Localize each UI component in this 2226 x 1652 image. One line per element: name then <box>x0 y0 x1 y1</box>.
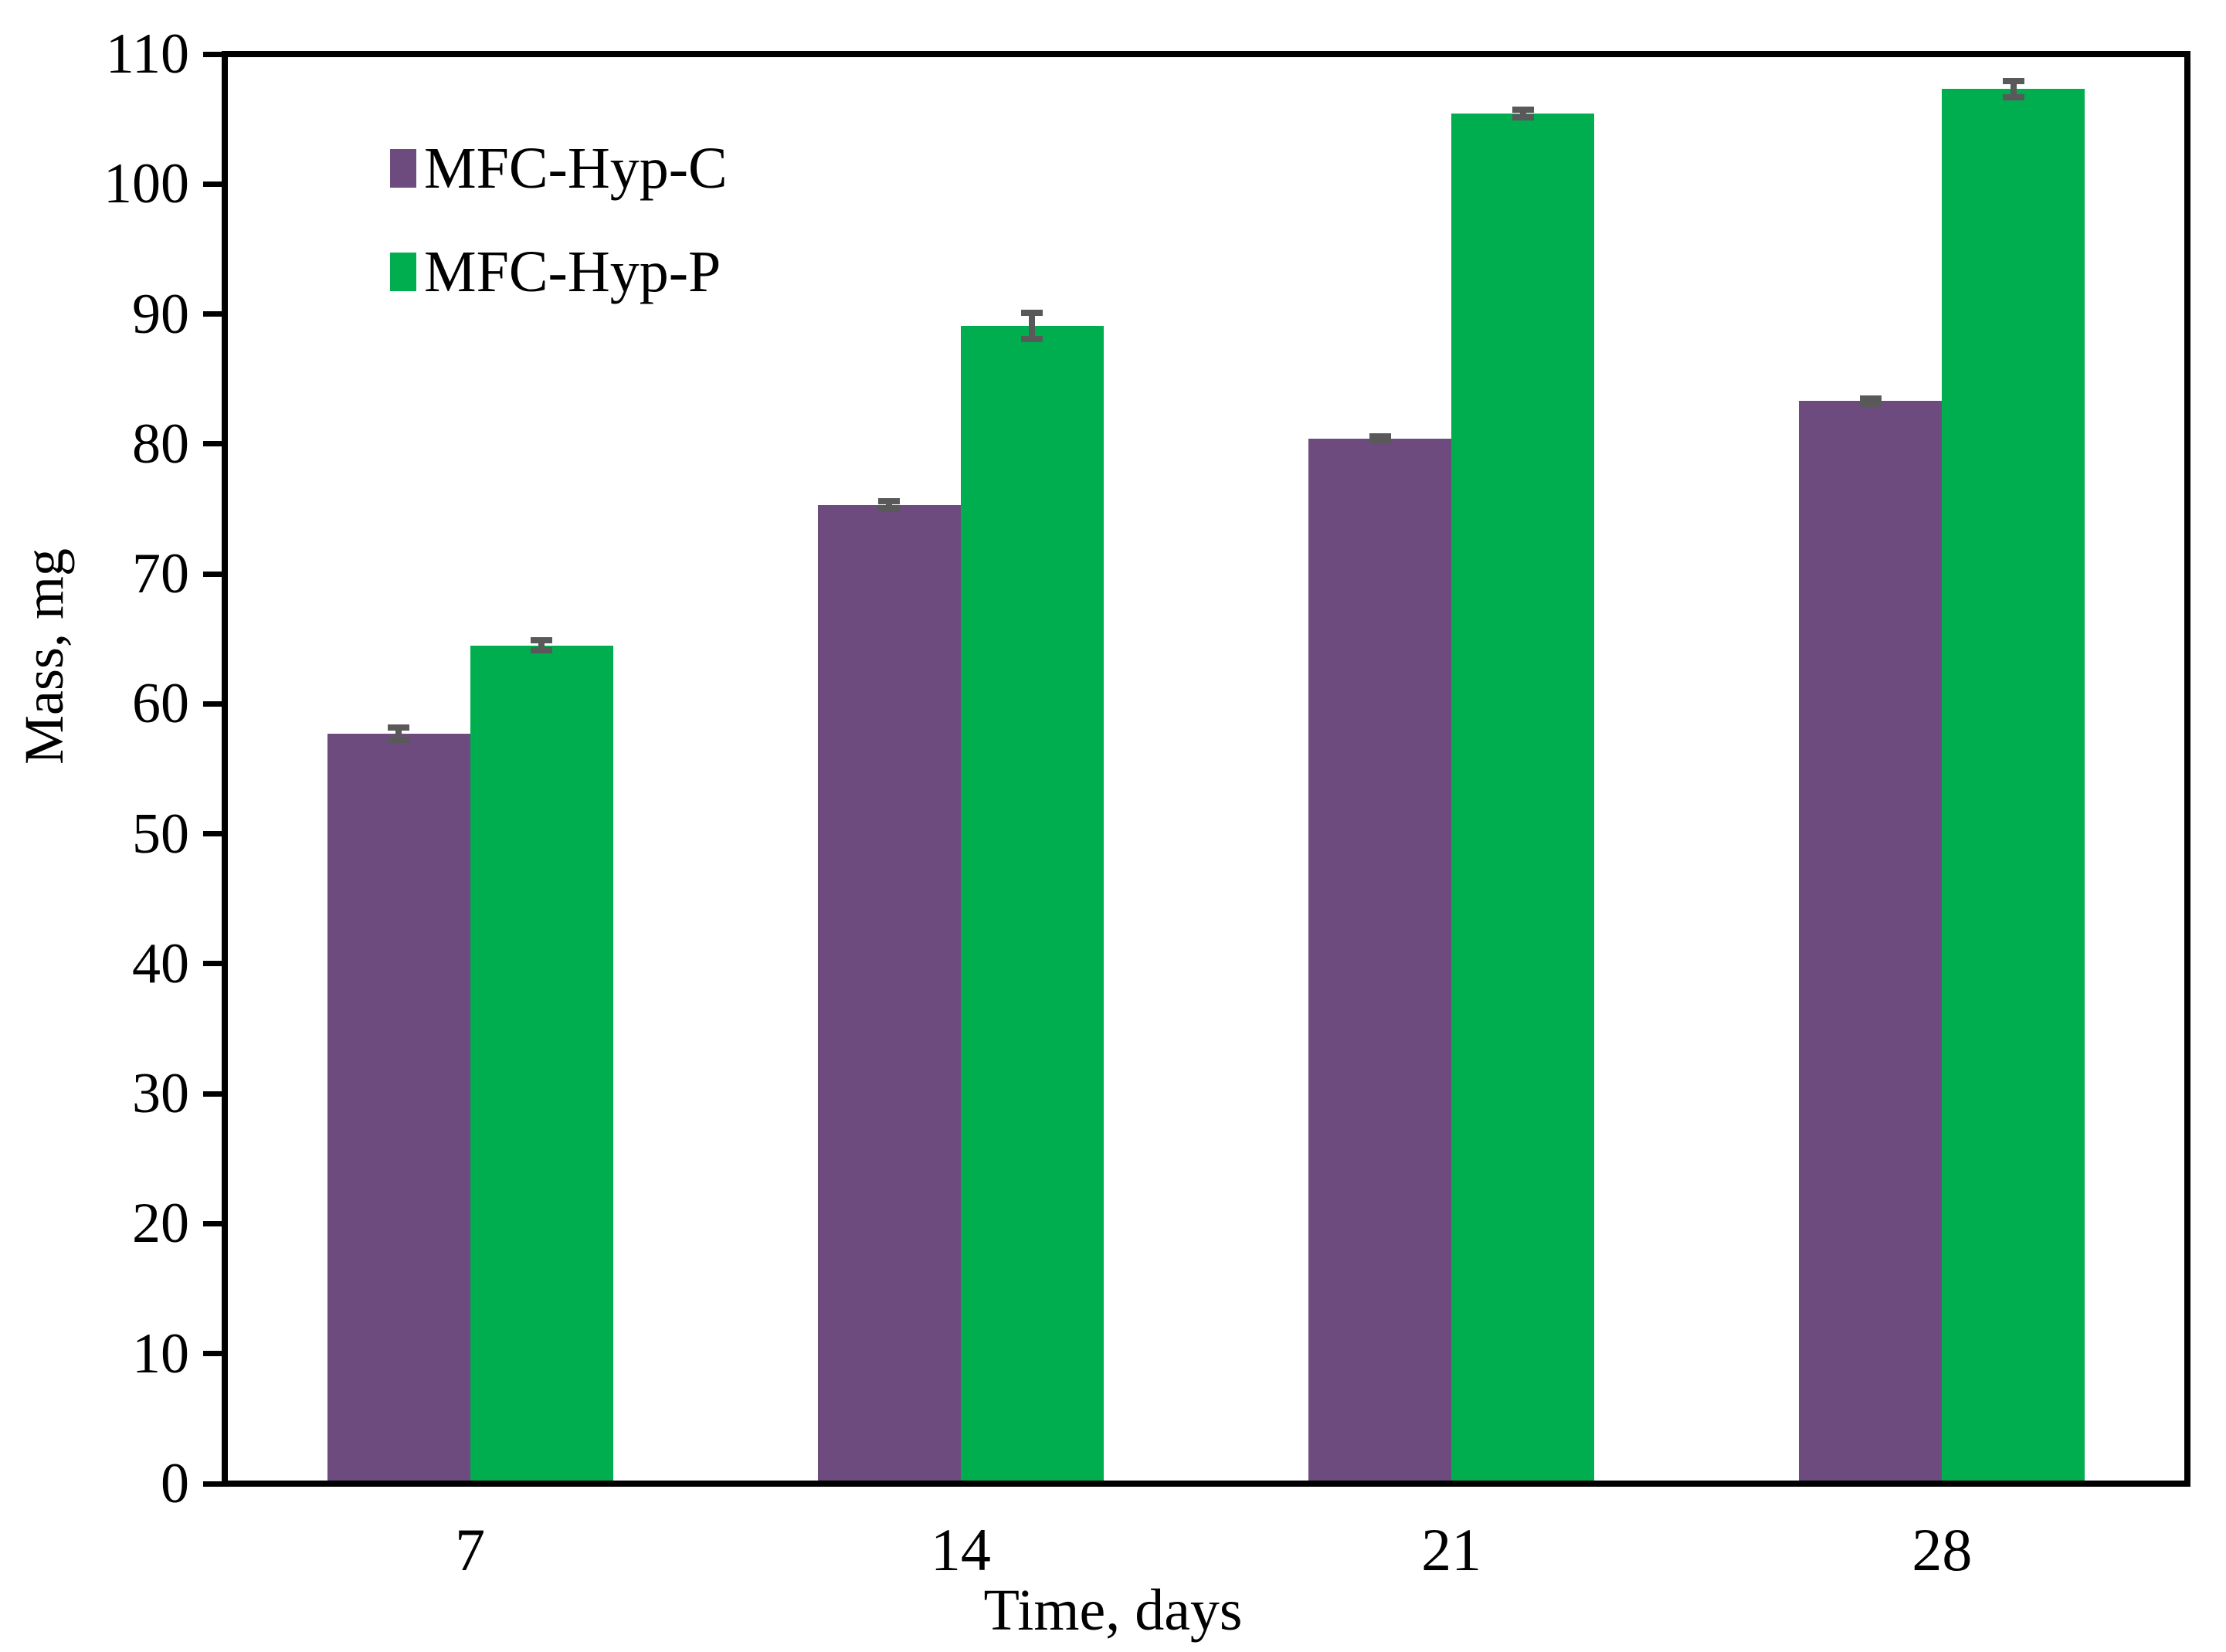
legend-label-mfc-hyp-c: MFC-Hyp-C <box>424 136 728 201</box>
error-bar <box>538 639 545 651</box>
bar-MFC-Hyp-P-day-14 <box>960 325 1104 1484</box>
y-tick-label: 40 <box>132 931 189 996</box>
error-bar <box>878 497 901 504</box>
y-tick-mark <box>203 1481 225 1487</box>
error-bar <box>1512 107 1534 114</box>
y-axis-title: Mass, mg <box>13 548 75 765</box>
y-tick-label: 50 <box>132 802 189 866</box>
error-bar <box>1369 438 1391 445</box>
error-bar <box>1859 400 1882 407</box>
error-bar <box>531 636 553 643</box>
y-tick-mark <box>203 1220 225 1226</box>
error-bar <box>388 724 410 731</box>
y-tick-label: 10 <box>132 1321 189 1386</box>
error-bar <box>2002 78 2024 85</box>
y-tick-mark <box>203 181 225 187</box>
error-bar <box>1021 335 1043 342</box>
x-tick-label: 21 <box>1421 1516 1482 1583</box>
bar-MFC-Hyp-P-day-28 <box>1942 89 2085 1484</box>
error-bar <box>1512 114 1534 121</box>
y-tick-label: 80 <box>132 412 189 476</box>
x-tick-label: 14 <box>930 1516 991 1583</box>
error-bar <box>2002 93 2024 100</box>
error-bar <box>1021 309 1043 316</box>
legend-swatch-green-icon <box>390 253 416 291</box>
y-tick-mark <box>203 1351 225 1357</box>
error-bar <box>531 647 553 654</box>
error-bar <box>2010 81 2017 97</box>
legend: MFC-Hyp-C MFC-Hyp-P <box>390 139 728 301</box>
error-bar <box>1369 433 1391 439</box>
legend-item-mfc-hyp-c: MFC-Hyp-C <box>390 139 728 198</box>
error-bar <box>886 500 893 509</box>
error-bar <box>1519 110 1526 118</box>
bar-MFC-Hyp-C-day-28 <box>1799 401 1943 1484</box>
y-tick-label: 20 <box>132 1192 189 1256</box>
y-tick-mark <box>203 51 225 57</box>
y-tick-label: 100 <box>103 152 189 216</box>
bar-MFC-Hyp-P-day-21 <box>1451 114 1595 1484</box>
bar-MFC-Hyp-C-day-14 <box>817 504 961 1484</box>
legend-item-mfc-hyp-p: MFC-Hyp-P <box>390 243 728 301</box>
error-bar <box>1029 312 1036 339</box>
y-tick-mark <box>203 441 225 447</box>
legend-label-mfc-hyp-p: MFC-Hyp-P <box>424 239 721 304</box>
y-tick-mark <box>203 1091 225 1097</box>
y-tick-label: 30 <box>132 1062 189 1126</box>
error-bar <box>1859 395 1882 402</box>
y-tick-mark <box>203 831 225 837</box>
y-tick-mark <box>203 311 225 317</box>
error-bar <box>395 727 402 741</box>
error-bar <box>388 737 410 744</box>
y-tick-mark <box>203 961 225 967</box>
y-tick-mark <box>203 700 225 707</box>
bar-MFC-Hyp-P-day-7 <box>470 645 613 1484</box>
bar-MFC-Hyp-C-day-21 <box>1308 439 1452 1484</box>
y-tick-label: 0 <box>161 1452 189 1515</box>
x-tick-label: 7 <box>455 1516 486 1583</box>
y-tick-label: 70 <box>132 542 189 606</box>
y-tick-label: 60 <box>132 672 189 736</box>
x-tick-label: 28 <box>1912 1516 1973 1583</box>
x-axis-title: Time, days <box>983 1578 1243 1643</box>
y-tick-mark <box>203 571 225 577</box>
legend-swatch-purple-icon <box>390 149 416 188</box>
error-bar <box>878 505 901 512</box>
bar-MFC-Hyp-C-day-7 <box>327 734 470 1484</box>
y-tick-label: 90 <box>132 282 189 346</box>
y-tick-label: 110 <box>105 22 189 86</box>
